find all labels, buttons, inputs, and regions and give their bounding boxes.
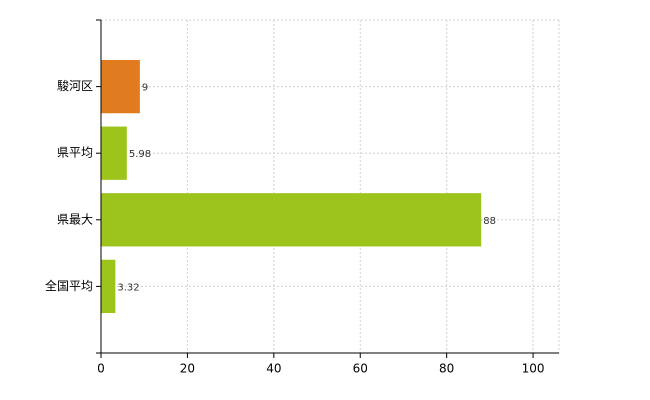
bar — [101, 193, 482, 247]
value-label: 88 — [483, 216, 496, 227]
y-tick-label: 駿河区 — [57, 79, 93, 93]
x-tick-label: 60 — [353, 362, 368, 376]
bar — [101, 126, 127, 180]
bar — [101, 259, 116, 314]
y-tick-label: 全国平均 — [45, 278, 93, 293]
x-tick-label: 20 — [180, 362, 195, 376]
value-label: 5.98 — [129, 149, 151, 160]
y-tick-label: 県最大 — [57, 212, 93, 226]
bar — [101, 59, 140, 114]
x-tick-label: 40 — [266, 362, 281, 376]
x-tick-label: 100 — [522, 362, 545, 376]
x-tick-label: 80 — [439, 362, 454, 376]
value-label: 3.32 — [117, 282, 139, 293]
value-label: 9 — [142, 83, 148, 94]
x-tick-label: 0 — [97, 362, 105, 376]
y-tick-label: 県平均 — [57, 146, 93, 160]
